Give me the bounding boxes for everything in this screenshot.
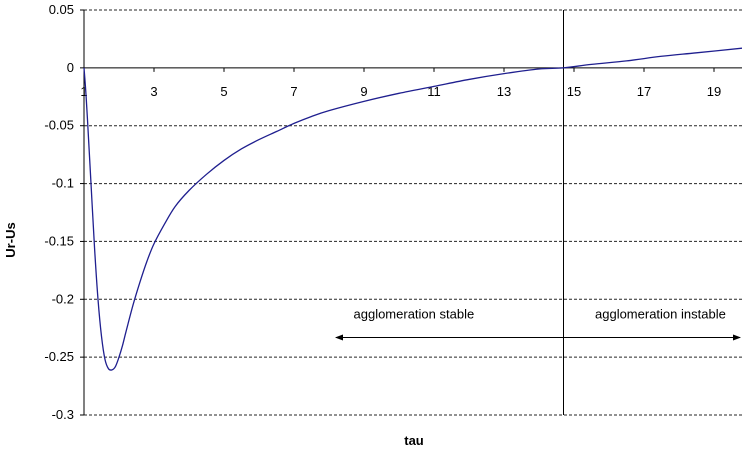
- x-tick-label: 9: [360, 84, 367, 99]
- x-tick-label: 15: [567, 84, 581, 99]
- x-axis-title: tau: [404, 433, 424, 448]
- x-tick-label: 3: [150, 84, 157, 99]
- x-tick-labels: 1 3 5 7 9 11 13 15 17 19: [80, 84, 721, 99]
- x-tick-label: 1: [80, 84, 87, 99]
- x-tick-label: 13: [497, 84, 511, 99]
- y-tick-label: -0.2: [52, 291, 74, 306]
- gridlines: [84, 9, 742, 416]
- annotation-label: agglomeration stable: [354, 306, 475, 321]
- series-line: [83, 47, 742, 371]
- y-tick-labels: 0.05 0 -0.05 -0.1 -0.15 -0.2 -0.25 -0.3: [44, 2, 74, 422]
- y-tick-label: -0.05: [44, 118, 74, 133]
- x-tick-label: 17: [637, 84, 651, 99]
- y-tick-label: -0.15: [44, 233, 74, 248]
- x-tick-label: 7: [290, 84, 297, 99]
- x-tick-label: 19: [707, 84, 721, 99]
- y-tick-label: -0.3: [52, 407, 74, 422]
- y-axis-title: Ur-Us: [3, 222, 18, 257]
- y-tick-label: 0: [67, 60, 74, 75]
- y-tick-label: -0.1: [52, 176, 74, 191]
- annotations: agglomeration stable agglomeration instab…: [354, 306, 726, 321]
- axes: [80, 9, 742, 416]
- x-tick-label: 5: [220, 84, 227, 99]
- y-tick-label: 0.05: [49, 2, 74, 17]
- y-tick-label: -0.25: [44, 349, 74, 364]
- annotation-label: agglomeration instable: [595, 306, 726, 321]
